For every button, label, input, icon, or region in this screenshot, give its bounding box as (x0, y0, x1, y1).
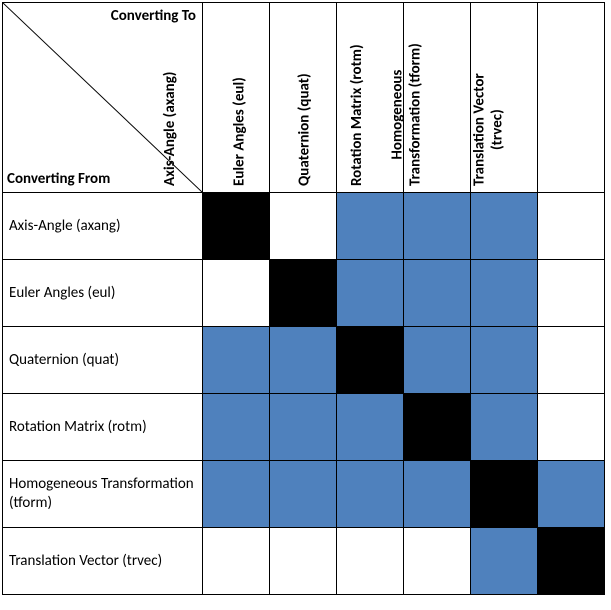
cell-3-1 (270, 394, 337, 461)
cell-5-4 (471, 528, 538, 595)
cell-4-1 (270, 461, 337, 528)
col-label-l1: Homogeneous (389, 70, 407, 160)
cell-4-0 (203, 461, 270, 528)
cell-5-1 (270, 528, 337, 595)
row-header-0: Axis-Angle (axang) (3, 193, 203, 260)
cell-4-3 (404, 461, 471, 528)
col-label-l1: Translation Vector (471, 73, 489, 186)
cell-1-5 (538, 260, 605, 327)
col-label: Euler Angles (eul) (231, 77, 249, 186)
cell-3-5 (538, 394, 605, 461)
row-header-4: Homogeneous Transformation (tform) (3, 461, 203, 528)
cell-0-2 (337, 193, 404, 260)
row-header-1: Euler Angles (eul) (3, 260, 203, 327)
cell-5-0 (203, 528, 270, 595)
cell-3-3 (404, 394, 471, 461)
table-row: Translation Vector (trvec) (3, 528, 605, 595)
table-row: Homogeneous Transformation (tform) (3, 461, 605, 528)
cell-2-3 (404, 327, 471, 394)
table-row: Quaternion (quat) (3, 327, 605, 394)
conversion-matrix-table: Converting To Converting From Axis-Angle… (2, 2, 605, 595)
cell-1-0 (203, 260, 270, 327)
cell-5-5 (538, 528, 605, 595)
cell-0-3 (404, 193, 471, 260)
table-row: Axis-Angle (axang) (3, 193, 605, 260)
cell-2-0 (203, 327, 270, 394)
cell-0-5 (538, 193, 605, 260)
cell-0-4 (471, 193, 538, 260)
cell-2-2 (337, 327, 404, 394)
col-label-l2: Transformation (tform) (407, 43, 425, 186)
cell-4-5 (538, 461, 605, 528)
col-label: Quaternion (quat) (296, 73, 314, 186)
header-row: Converting To Converting From Axis-Angle… (3, 3, 605, 193)
corner-to-label: Converting To (111, 7, 196, 25)
row-header-2: Quaternion (quat) (3, 327, 203, 394)
cell-0-0 (203, 193, 270, 260)
cell-1-2 (337, 260, 404, 327)
cell-3-0 (203, 394, 270, 461)
cell-1-4 (471, 260, 538, 327)
cell-3-2 (337, 394, 404, 461)
corner-from-label: Converting From (7, 170, 110, 188)
cell-5-2 (337, 528, 404, 595)
cell-0-1 (270, 193, 337, 260)
cell-1-1 (270, 260, 337, 327)
cell-5-3 (404, 528, 471, 595)
cell-3-4 (471, 394, 538, 461)
col-label-l2: (trvec) (489, 109, 507, 150)
table-row: Euler Angles (eul) (3, 260, 605, 327)
cell-2-4 (471, 327, 538, 394)
col-header-5: Translation Vector(trvec) (538, 3, 605, 193)
cell-4-4 (471, 461, 538, 528)
col-label: Rotation Matrix (rotm) (348, 44, 366, 186)
table-row: Rotation Matrix (rotm) (3, 394, 605, 461)
cell-4-2 (337, 461, 404, 528)
row-header-3: Rotation Matrix (rotm) (3, 394, 203, 461)
cell-2-1 (270, 327, 337, 394)
row-header-5: Translation Vector (trvec) (3, 528, 203, 595)
cell-1-3 (404, 260, 471, 327)
cell-2-5 (538, 327, 605, 394)
col-label: Axis-Angle (axang) (161, 72, 179, 186)
